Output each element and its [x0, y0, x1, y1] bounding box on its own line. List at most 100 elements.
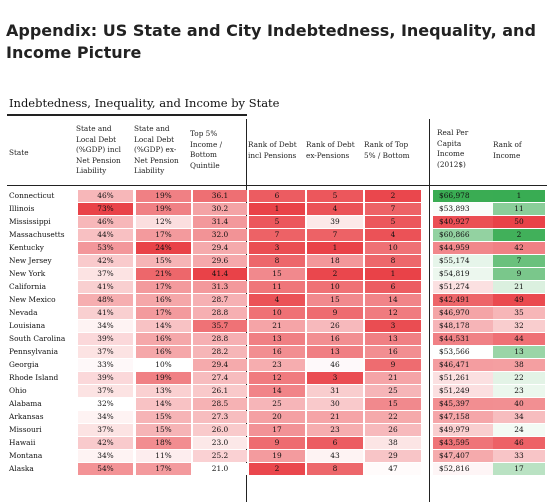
cell-rank-debt-ex: 15 — [307, 294, 363, 306]
cell-rank-top5: 10 — [365, 242, 421, 254]
cell-state: Mississippi — [9, 217, 51, 226]
cell-income: $53,893 — [433, 203, 497, 215]
cell-rank-debt-incl: 10 — [249, 307, 305, 319]
table-row: Illinois 73% 19% 30.2 1 4 7 $53,893 11 — [7, 203, 547, 216]
cell-rank-income: 22 — [493, 372, 545, 384]
cell-rank-debt-ex: 8 — [307, 463, 363, 475]
cell-rank-debt-incl: 16 — [249, 346, 305, 358]
cell-top5: 30.2 — [193, 203, 247, 215]
cell-rank-debt-ex: 39 — [307, 216, 363, 228]
cell-rank-debt-ex: 10 — [307, 281, 363, 293]
cell-debt-incl: 53% — [78, 242, 133, 254]
cell-income: $44,531 — [433, 333, 497, 345]
cell-rank-income: 17 — [493, 463, 545, 475]
table-row: Louisiana 34% 14% 35.7 21 26 3 $48,178 32 — [7, 320, 547, 333]
cell-income: $66,978 — [433, 190, 497, 202]
cell-top5: 26.0 — [193, 424, 247, 436]
cell-income: $55,174 — [433, 255, 497, 267]
cell-income: $44,959 — [433, 242, 497, 254]
cell-state: Connecticut — [9, 191, 55, 200]
cell-rank-debt-ex: 5 — [307, 190, 363, 202]
cell-state: Ohio — [9, 386, 27, 395]
cell-rank-income: 21 — [493, 281, 545, 293]
header-rule — [7, 185, 547, 186]
cell-rank-debt-ex: 43 — [307, 450, 363, 462]
cell-rank-debt-incl: 19 — [249, 450, 305, 462]
cell-debt-incl: 34% — [78, 320, 133, 332]
cell-income: $48,178 — [433, 320, 497, 332]
cell-rank-top5: 12 — [365, 307, 421, 319]
cell-rank-top5: 16 — [365, 346, 421, 358]
cell-rank-top5: 5 — [365, 216, 421, 228]
cell-state: Arkansas — [9, 412, 44, 421]
title-underline — [7, 114, 247, 116]
cell-debt-incl: 41% — [78, 281, 133, 293]
cell-debt-ex: 11% — [136, 450, 191, 462]
cell-rank-debt-ex: 21 — [307, 411, 363, 423]
cell-debt-incl: 37% — [78, 346, 133, 358]
header-debt-incl: State and Local Debt (%GDP) incl Net Pen… — [76, 124, 121, 175]
cell-debt-incl: 48% — [78, 294, 133, 306]
cell-rank-debt-ex: 2 — [307, 268, 363, 280]
cell-debt-incl: 42% — [78, 255, 133, 267]
cell-rank-debt-ex: 6 — [307, 437, 363, 449]
cell-rank-debt-ex: 30 — [307, 398, 363, 410]
cell-rank-income: 13 — [493, 346, 545, 358]
column-divider — [429, 119, 430, 502]
cell-debt-ex: 19% — [136, 190, 191, 202]
cell-income: $51,249 — [433, 385, 497, 397]
header-rank-debt-incl: Rank of Debt incl Pensions — [248, 140, 297, 160]
cell-debt-incl: 73% — [78, 203, 133, 215]
cell-top5: 31.4 — [193, 216, 247, 228]
cell-rank-debt-incl: 20 — [249, 411, 305, 423]
cell-rank-top5: 6 — [365, 281, 421, 293]
cell-income: $54,819 — [433, 268, 497, 280]
table-title: Indebtedness, Inequality, and Income by … — [9, 96, 280, 110]
cell-rank-top5: 22 — [365, 411, 421, 423]
cell-rank-income: 46 — [493, 437, 545, 449]
cell-debt-ex: 17% — [136, 229, 191, 241]
table-row: Alaska 54% 17% 21.0 2 8 47 $52,816 17 — [7, 463, 547, 476]
cell-top5: 23.0 — [193, 437, 247, 449]
table-row: Rhode Island 39% 19% 27.4 12 3 21 $51,261 22 — [7, 372, 547, 385]
table-body: Connecticut 46% 19% 36.1 6 5 2 $66,978 1 Illinois… — [7, 190, 547, 502]
cell-rank-debt-incl: 3 — [249, 242, 305, 254]
cell-state: Alabama — [9, 399, 42, 408]
cell-top5: 28.5 — [193, 398, 247, 410]
cell-state: Massachusetts — [9, 230, 65, 239]
cell-rank-income: 1 — [493, 190, 545, 202]
cell-top5: 26.1 — [193, 385, 247, 397]
cell-debt-ex: 17% — [136, 281, 191, 293]
cell-rank-debt-ex: 31 — [307, 385, 363, 397]
cell-rank-top5: 8 — [365, 255, 421, 267]
cell-rank-debt-incl: 17 — [249, 424, 305, 436]
cell-debt-ex: 14% — [136, 398, 191, 410]
cell-rank-debt-ex: 16 — [307, 333, 363, 345]
cell-rank-income: 50 — [493, 216, 545, 228]
cell-debt-ex: 15% — [136, 411, 191, 423]
cell-debt-incl: 32% — [78, 398, 133, 410]
cell-rank-debt-ex: 4 — [307, 203, 363, 215]
cell-debt-ex: 19% — [136, 203, 191, 215]
table-row: New York 37% 21% 41.4 15 2 1 $54,819 9 — [7, 268, 547, 281]
cell-rank-debt-ex: 3 — [307, 372, 363, 384]
cell-rank-debt-incl: 14 — [249, 385, 305, 397]
table-row: Missouri 37% 15% 26.0 17 23 26 $49,979 24 — [7, 424, 547, 437]
cell-rank-debt-ex: 1 — [307, 242, 363, 254]
cell-debt-incl: 37% — [78, 385, 133, 397]
cell-top5: 25.2 — [193, 450, 247, 462]
cell-top5: 31.3 — [193, 281, 247, 293]
cell-top5: 32.0 — [193, 229, 247, 241]
header-rank-income: Rank of Income — [493, 140, 522, 160]
cell-rank-debt-incl: 12 — [249, 372, 305, 384]
cell-state: Louisiana — [9, 321, 46, 330]
cell-rank-debt-incl: 7 — [249, 229, 305, 241]
table-row: New Jersey 42% 15% 29.6 8 18 8 $55,174 7 — [7, 255, 547, 268]
table-row: Montana 34% 11% 25.2 19 43 29 $47,407 33 — [7, 450, 547, 463]
cell-rank-income: 24 — [493, 424, 545, 436]
cell-debt-incl: 39% — [78, 372, 133, 384]
cell-debt-incl: 54% — [78, 463, 133, 475]
cell-rank-income: 44 — [493, 333, 545, 345]
cell-rank-top5: 29 — [365, 450, 421, 462]
cell-debt-ex: 18% — [136, 437, 191, 449]
